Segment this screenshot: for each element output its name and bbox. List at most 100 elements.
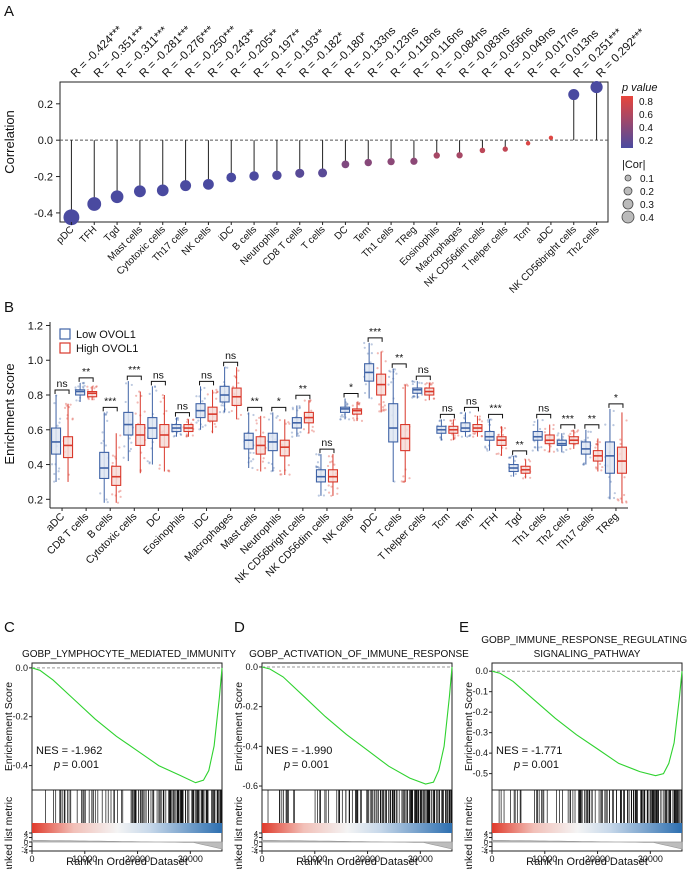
jitter-point — [329, 461, 332, 464]
jitter-point — [191, 434, 194, 437]
significance-bracket — [126, 375, 142, 381]
jitter-point — [165, 409, 168, 413]
jitter-point — [625, 501, 628, 504]
jitter-point — [353, 419, 356, 422]
jitter-point — [562, 432, 565, 435]
jitter-point — [203, 386, 206, 390]
jitter-point — [402, 480, 405, 484]
jitter-point — [537, 446, 540, 449]
jitter-point — [287, 421, 290, 424]
p-label: p — [283, 759, 290, 771]
jitter-point — [318, 454, 321, 457]
gsea-y-label: Enrichement Score — [463, 682, 475, 771]
metric-tick-label: 0 — [24, 838, 28, 847]
jitter-point — [57, 477, 60, 481]
gsea-x-tick-label: 0 — [489, 854, 494, 864]
jitter-point — [330, 460, 333, 463]
lollipop-dot — [226, 172, 237, 183]
jitter-point — [595, 467, 598, 470]
gsea-x-tick-label: 30000 — [408, 854, 433, 864]
jitter-point — [101, 431, 104, 434]
jitter-point — [203, 397, 206, 400]
jitter-point — [467, 434, 471, 438]
jitter-point — [556, 448, 559, 451]
jitter-point — [327, 491, 331, 494]
jitter-point — [216, 390, 219, 393]
panel-b-x-label: TFH — [478, 511, 501, 534]
jitter-point — [74, 386, 77, 389]
jitter-point — [612, 423, 615, 427]
panel-a-x-label: Tcm — [512, 224, 533, 245]
significance-label: *** — [128, 364, 140, 376]
jitter-point — [58, 467, 61, 470]
jitter-point — [315, 453, 318, 456]
gsea-x-tick-label: 20000 — [585, 854, 610, 864]
jitter-point — [185, 435, 188, 438]
jitter-point — [315, 465, 319, 469]
jitter-point — [340, 413, 344, 417]
jitter-point — [384, 408, 387, 411]
jitter-point — [510, 454, 514, 457]
gsea-x-tick-label: 0 — [29, 854, 34, 864]
jitter-point — [158, 467, 161, 470]
significance-label: *** — [562, 413, 574, 425]
jitter-point — [298, 407, 301, 410]
significance-bracket — [54, 389, 70, 395]
box — [62, 436, 74, 459]
jitter-point — [472, 432, 475, 435]
jitter-point — [237, 369, 240, 372]
jitter-point — [486, 419, 490, 422]
jitter-point — [252, 413, 255, 417]
jitter-point — [595, 443, 598, 446]
jitter-point — [346, 402, 349, 405]
legend-label-high: High OVOL1 — [76, 343, 138, 355]
panel-a-frame — [59, 81, 609, 223]
jitter-point — [612, 496, 616, 500]
jitter-point — [336, 492, 339, 495]
jitter-point — [262, 431, 265, 434]
jitter-point — [57, 470, 60, 473]
gsea-y-tick-label: -0.4 — [12, 761, 28, 771]
jitter-point — [206, 393, 209, 396]
jitter-point — [376, 367, 379, 370]
jitter-point — [453, 437, 456, 440]
gsea-y-tick-label: -0.6 — [242, 781, 258, 791]
jitter-point — [267, 418, 271, 421]
significance-label: ns — [201, 369, 212, 381]
jitter-point — [218, 411, 222, 414]
jitter-point — [412, 395, 415, 398]
enrichment-score-line — [491, 670, 683, 777]
jitter-point — [250, 460, 253, 463]
panel-b-y-tick-label: 0.4 — [28, 460, 43, 472]
jitter-point — [237, 381, 240, 385]
significance-label: ns — [225, 350, 236, 362]
box — [219, 385, 230, 403]
nes-label: NES = -1.771 — [496, 745, 562, 757]
jitter-point — [232, 385, 235, 388]
jitter-point — [143, 457, 146, 460]
jitter-point — [424, 383, 427, 386]
jitter-point — [226, 366, 229, 369]
jitter-point — [382, 401, 385, 404]
jitter-point — [411, 396, 414, 399]
jitter-point — [237, 417, 240, 420]
jitter-point — [288, 422, 291, 425]
jitter-point — [148, 392, 151, 395]
jitter-point — [69, 403, 72, 406]
jitter-point — [146, 460, 149, 463]
jitter-point — [310, 429, 314, 432]
jitter-point — [425, 382, 428, 385]
jitter-point — [623, 476, 626, 479]
jitter-point — [81, 381, 84, 385]
jitter-point — [56, 424, 59, 427]
lollipop-dot — [272, 170, 282, 180]
jitter-point — [173, 434, 176, 437]
jitter-point — [290, 431, 294, 434]
gsea-y-tick-label: 0.0 — [475, 666, 488, 676]
jitter-point — [383, 409, 386, 412]
jitter-point — [420, 393, 424, 396]
gsea-y-tick-label: -0.2 — [472, 707, 488, 717]
jitter-point — [565, 448, 568, 451]
jitter-point — [431, 381, 434, 385]
